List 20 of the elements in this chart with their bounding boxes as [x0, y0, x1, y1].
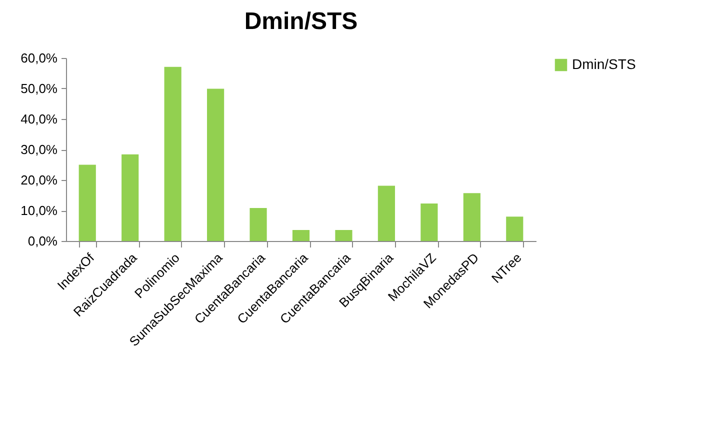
bar [335, 230, 352, 241]
bar [378, 186, 395, 241]
bar [122, 154, 139, 241]
bar [420, 203, 438, 241]
bar [164, 66, 182, 241]
bar [207, 88, 224, 241]
legend-label: Dmin/STS [572, 56, 636, 72]
y-tick-label: 60,0% [20, 50, 58, 66]
y-tick-label: 20,0% [20, 172, 58, 188]
bar [292, 230, 310, 241]
y-tick-label: 30,0% [20, 142, 58, 157]
y-tick-label: 40,0% [20, 112, 58, 126]
y-tick-label: 10,0% [20, 203, 58, 218]
bar [250, 208, 267, 241]
bar [463, 193, 480, 241]
bar [506, 216, 524, 241]
y-tick-label: 0,0% [28, 234, 58, 248]
y-tick-label: 50,0% [20, 81, 58, 96]
bar [78, 164, 96, 241]
chart-title: Dmin/STS [244, 8, 358, 35]
